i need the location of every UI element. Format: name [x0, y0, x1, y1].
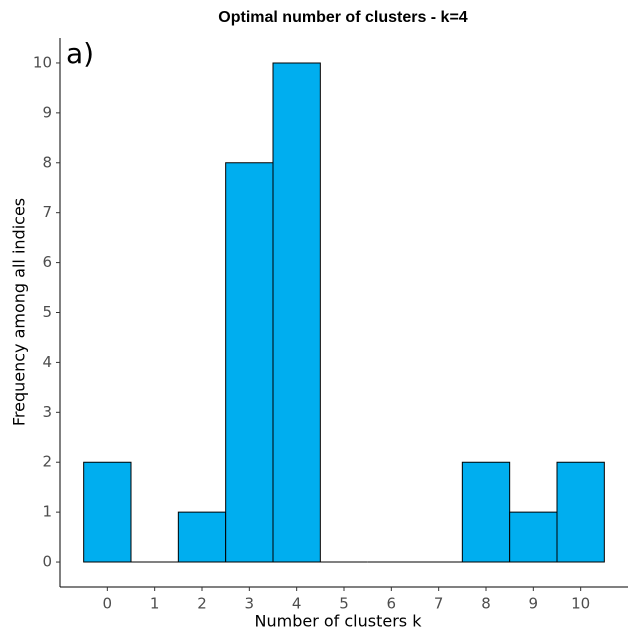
y-tick-label: 5: [42, 303, 52, 321]
bar: [509, 511, 558, 563]
x-tick-label: 1: [150, 595, 160, 613]
x-tick-label: 9: [529, 595, 539, 613]
y-tick-label: 8: [42, 153, 52, 171]
x-tick-label: 5: [339, 595, 349, 613]
y-tick-label: 10: [33, 53, 52, 71]
y-tick-label: 1: [42, 503, 52, 521]
x-tick-label: 4: [292, 595, 302, 613]
bar: [461, 461, 511, 563]
bar: [177, 511, 227, 563]
y-axis-label: Frequency among all indices: [10, 198, 29, 426]
bar: [225, 162, 274, 563]
panel-label: a): [66, 37, 94, 70]
y-tick-label: 6: [42, 253, 52, 271]
chart-title: Optimal number of clusters - k=4: [218, 9, 468, 26]
y-tick-label: 2: [42, 453, 52, 471]
y-tick-label: 9: [42, 103, 52, 121]
x-tick-label: 0: [103, 595, 113, 613]
bar: [83, 461, 132, 563]
y-tick-label: 7: [42, 203, 52, 221]
x-tick-label: 8: [481, 595, 491, 613]
x-tick-label: 10: [571, 595, 590, 613]
x-tick-label: 7: [434, 595, 444, 613]
bar: [272, 62, 321, 563]
y-tick-label: 4: [42, 353, 52, 371]
y-tick-label: 0: [42, 553, 52, 571]
x-tick-label: 6: [387, 595, 397, 613]
x-tick-label: 3: [245, 595, 255, 613]
y-tick-label: 3: [42, 403, 52, 421]
bar: [556, 461, 605, 563]
x-tick-label: 2: [197, 595, 207, 613]
x-axis-label: Number of clusters k: [255, 612, 423, 631]
